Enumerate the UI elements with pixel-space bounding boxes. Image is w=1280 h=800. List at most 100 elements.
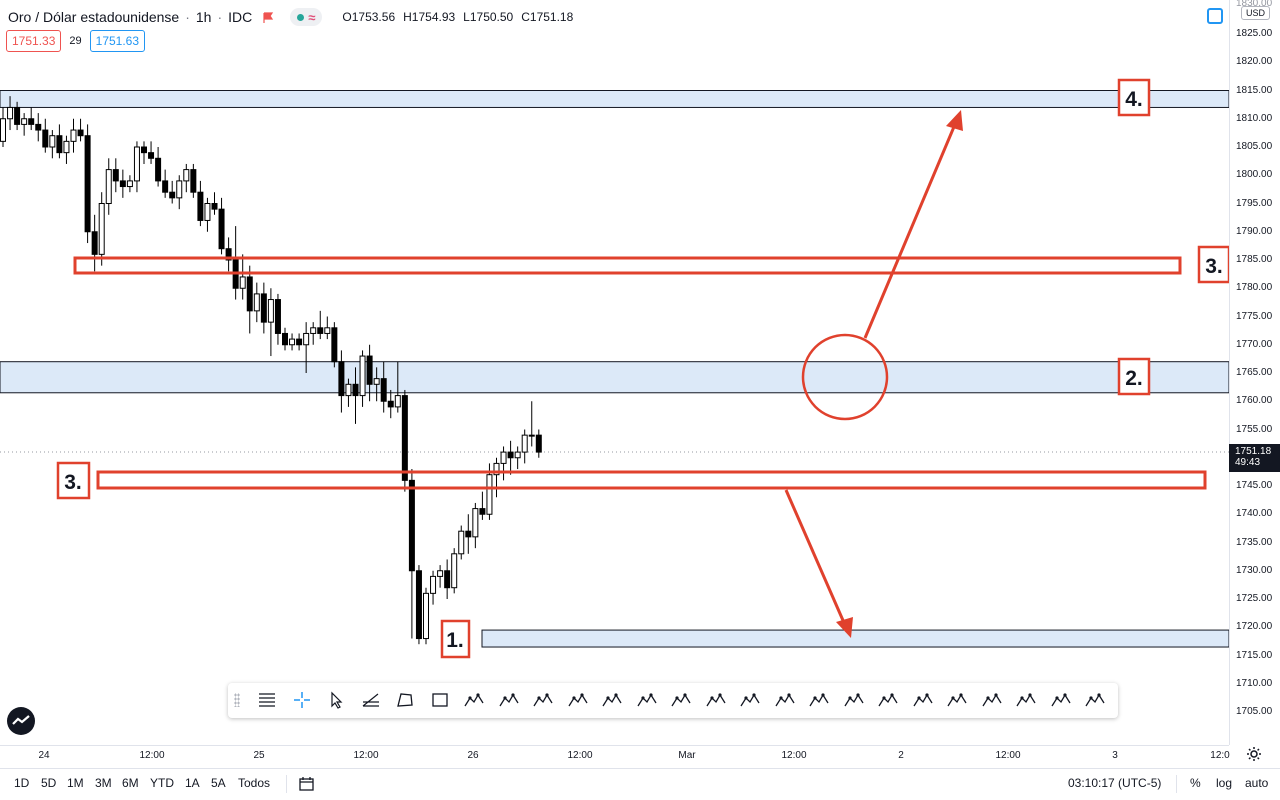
label-3-left-text: 3. <box>64 471 82 494</box>
time-axis[interactable]: 24 12:00 25 12:00 26 12:00 Mar 12:00 2 12:00 3 12:0 <box>0 745 1230 765</box>
price-range-icon[interactable] <box>942 686 972 714</box>
candle-body-down <box>338 361 345 397</box>
crosshair-icon[interactable] <box>287 686 317 714</box>
market-status-pill[interactable]: ≈ <box>290 8 323 26</box>
toolbar-drag-handle[interactable] <box>234 693 240 707</box>
pitchfan-icon[interactable] <box>356 686 386 714</box>
candle-body-up <box>176 180 183 199</box>
parallel-channel-icon[interactable] <box>908 686 938 714</box>
zone-4[interactable] <box>0 90 1229 108</box>
candle <box>148 141 155 164</box>
abcde-icon[interactable] <box>494 686 524 714</box>
bottom-toolbar: 1D 5D 1M 3M 6M YTD 1A 5A Todos 03:10:17 … <box>0 768 1280 800</box>
candle <box>169 180 176 204</box>
symbol-name[interactable]: Oro / Dólar estadounidense <box>8 9 180 25</box>
ellipse-icon[interactable] <box>1080 686 1110 714</box>
abcd-icon[interactable] <box>563 686 593 714</box>
buy-button[interactable]: 1751.63 <box>89 30 146 52</box>
candle-body-up <box>289 338 296 346</box>
wxy-icon[interactable] <box>597 686 627 714</box>
range-1y-button[interactable]: 1A <box>185 776 200 790</box>
text-icon[interactable] <box>873 686 903 714</box>
ohlc-values: O1753.56 H1754.93 L1750.50 C1751.18 <box>342 10 573 24</box>
candle <box>190 163 197 198</box>
range-all-button[interactable]: Todos <box>238 776 271 790</box>
candle <box>444 559 451 599</box>
trendline-icon[interactable] <box>666 686 696 714</box>
horizontal-lines-icon[interactable] <box>252 686 282 714</box>
interval-label[interactable]: 1h <box>195 9 212 25</box>
candle-body-down <box>218 208 225 250</box>
low-value: L1750.50 <box>463 10 514 24</box>
time-tick-label: 12:0 <box>1210 750 1230 761</box>
goto-date-icon[interactable] <box>298 776 316 797</box>
range-5d-button[interactable]: 5D <box>41 776 57 790</box>
tradingview-logo-icon[interactable] <box>7 707 35 735</box>
xabcd-icon[interactable] <box>804 686 834 714</box>
price-tick-label: 1795.00 <box>1236 197 1273 209</box>
pattern-icon[interactable] <box>632 686 662 714</box>
candle <box>91 214 98 272</box>
flag-icon[interactable] <box>262 11 274 23</box>
rectangle-icon[interactable] <box>425 686 455 714</box>
price-tick-label: 1810.00 <box>1236 112 1273 124</box>
horizontal-line-icon[interactable] <box>1011 686 1041 714</box>
divider <box>1176 775 1177 793</box>
sell-button[interactable]: 1751.33 <box>6 30 62 52</box>
log-scale-button[interactable]: log <box>1216 776 1233 790</box>
price-tick-label: 1805.00 <box>1236 141 1273 152</box>
candle-body-down <box>169 191 176 199</box>
candle-body-down <box>148 152 155 159</box>
candle <box>63 135 70 164</box>
arrow-line-icon[interactable] <box>770 686 800 714</box>
range-6m-button[interactable]: 6M <box>122 776 139 790</box>
candle-body-down <box>119 180 126 188</box>
candle-body-down <box>246 276 253 312</box>
triangle-pattern-icon[interactable] <box>1046 686 1076 714</box>
clock-timezone[interactable]: 03:10:17 (UTC-5) <box>1068 776 1162 790</box>
time-tick-label: 12:00 <box>139 750 165 761</box>
horizontal-ray-icon[interactable] <box>701 686 731 714</box>
candle <box>373 367 380 402</box>
range-ytd-button[interactable]: YTD <box>150 776 174 790</box>
wxyz-icon[interactable] <box>528 686 558 714</box>
candle <box>70 118 77 153</box>
market-open-dot-icon <box>297 13 305 21</box>
candle-body-up <box>373 378 380 385</box>
cursor-icon[interactable] <box>321 686 351 714</box>
candle <box>282 327 288 351</box>
elliott-15-icon[interactable] <box>459 686 489 714</box>
candle <box>359 350 366 407</box>
fib-icon[interactable] <box>839 686 869 714</box>
range-3m-button[interactable]: 3M <box>95 776 112 790</box>
auto-scale-button[interactable]: auto <box>1245 776 1269 790</box>
extended-line-icon[interactable] <box>735 686 765 714</box>
range-1m-button[interactable]: 1M <box>67 776 84 790</box>
candle <box>310 322 317 345</box>
zone-1[interactable] <box>481 629 1229 648</box>
candle <box>84 124 91 244</box>
range-1d-button[interactable]: 1D <box>14 776 30 790</box>
head-shoulders-icon[interactable] <box>977 686 1007 714</box>
percent-scale-button[interactable]: % <box>1190 776 1201 790</box>
legend-separator: · <box>185 9 190 25</box>
chart-pane[interactable]: 4. 3. 2. 3. 1. <box>0 0 1229 745</box>
candle <box>183 163 190 193</box>
range-5y-button[interactable]: 5A <box>211 776 226 790</box>
price-scale[interactable] <box>1229 0 1280 745</box>
candle-body-up <box>493 462 500 476</box>
currency-button[interactable]: USD <box>1241 6 1271 20</box>
polygon-icon[interactable] <box>390 686 420 714</box>
candle-body-down <box>211 203 218 210</box>
candle-body-down <box>465 530 472 538</box>
spread-value: 29 <box>69 35 82 47</box>
candle <box>126 175 133 193</box>
candle-body-down <box>296 338 303 346</box>
price-tick-label: 1745.00 <box>1236 480 1273 491</box>
candle-body-up <box>500 451 507 464</box>
candle-body-up <box>63 140 70 154</box>
zone-2[interactable] <box>0 361 1229 394</box>
fullscreen-icon[interactable] <box>1207 8 1223 24</box>
candle <box>119 169 126 198</box>
settings-gear-icon[interactable] <box>1244 744 1264 764</box>
